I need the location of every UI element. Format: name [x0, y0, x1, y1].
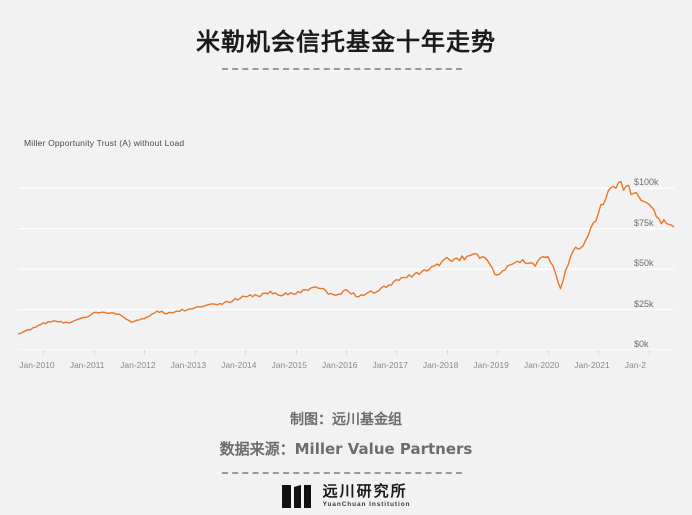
chart-plot-area [18, 168, 674, 350]
brand-logo: 远川研究所 YuanChuan Institution [0, 484, 692, 509]
y-axis-tick-label: $75k [634, 217, 654, 228]
x-axis-tick-label: Jan-2016 [322, 360, 358, 370]
x-axis-tick [346, 350, 347, 355]
logo-text-block: 远川研究所 YuanChuan Institution [323, 484, 411, 509]
y-axis-tick-label: $25k [634, 298, 654, 309]
x-axis-tick [245, 350, 247, 355]
logo-name-cn: 远川研究所 [322, 482, 408, 500]
x-axis-tick [446, 350, 448, 355]
chart-credit: 制图：远川基金组 [290, 412, 402, 428]
x-axis-tick [598, 350, 600, 355]
logo-name-en: YuanChuan Institution [322, 501, 411, 508]
y-axis-tick-label: $100k [634, 177, 659, 188]
divider-top [222, 68, 462, 70]
x-axis-tick [93, 350, 95, 355]
chart-series-label: Miller Opportunity Trust (A) without Loa… [24, 138, 185, 148]
x-axis-tick-label: Jan-2 [624, 360, 647, 370]
x-axis-tick [43, 350, 45, 355]
page-title: 米勒机会信托基金十年走势 [196, 28, 496, 56]
logo-bars-icon [281, 484, 311, 508]
chart-container: Miller Opportunity Trust (A) without Loa… [0, 128, 692, 378]
x-axis-tick [547, 350, 549, 355]
x-axis-tick-label: Jan-2012 [120, 360, 156, 370]
x-axis-tick-label: Jan-2018 [422, 360, 459, 370]
y-axis-tick-label: $50k [634, 258, 654, 269]
x-axis-tick-label: Jan-2015 [271, 360, 307, 370]
divider-bottom [222, 472, 462, 474]
x-axis-tick-label: Jan-2017 [372, 360, 408, 370]
x-axis-tick [648, 350, 650, 355]
x-axis-tick-label: Jan-2010 [19, 360, 55, 370]
x-axis-tick [396, 350, 398, 355]
x-axis-tick [497, 350, 499, 355]
x-axis-tick [295, 350, 297, 355]
x-axis-tick-label: Jan-2019 [473, 360, 509, 370]
y-axis-tick-label: $0k [634, 339, 649, 349]
x-axis-tick [194, 350, 196, 355]
line-chart-svg [18, 168, 674, 350]
chart-source: 数据来源：Miller Value Partners [219, 440, 473, 458]
x-axis-tick-label: Jan-2014 [221, 360, 257, 370]
x-axis-tick-label: Jan-2011 [69, 360, 105, 370]
x-axis-tick-label: Jan-2021 [574, 360, 610, 370]
x-axis-tick-label: Jan-2013 [170, 360, 207, 370]
x-axis-tick-label: Jan-2020 [523, 360, 560, 370]
x-axis-tick [144, 350, 146, 355]
